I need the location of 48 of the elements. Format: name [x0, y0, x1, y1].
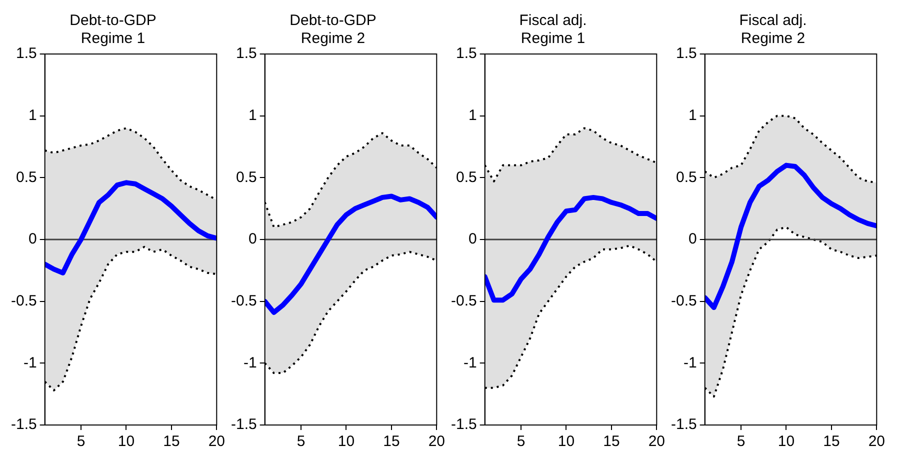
chart-title: Debt-to-GDP Regime 2	[290, 12, 376, 48]
y-tick-label: -1	[684, 354, 697, 372]
y-tick-label: -0.5	[10, 292, 37, 310]
y-tick-label: 0.5	[456, 168, 477, 186]
y-tick-label: 0.5	[16, 168, 37, 186]
y-tick-label: -0.5	[670, 292, 697, 310]
y-tick-label: 1	[688, 106, 697, 124]
x-tick-label: 20	[208, 433, 225, 450]
x-tick-label: 5	[516, 433, 526, 450]
y-tick-label: 1	[28, 106, 37, 124]
x-tick-label: 5	[296, 433, 306, 450]
y-tick-label: -0.5	[450, 292, 477, 310]
y-tick-label: 0.5	[236, 168, 257, 186]
y-tick-label: -0.5	[230, 292, 257, 310]
y-tick-label: 0	[468, 230, 477, 248]
y-tick-label: 1	[248, 106, 257, 124]
y-tick-label: -1	[24, 354, 37, 372]
x-tick-label: 5	[76, 433, 86, 450]
y-tick-label: 0	[28, 230, 37, 248]
y-tick-label: 0	[248, 230, 257, 248]
chart-title: Fiscal adj. Regime 1	[519, 12, 587, 48]
chart-title: Debt-to-GDP Regime 1	[70, 12, 156, 48]
x-tick-label: 20	[868, 433, 885, 450]
y-tick-label: 1.5	[16, 45, 37, 62]
y-tick-label: -1.5	[450, 416, 477, 434]
y-tick-label: 1.5	[676, 45, 697, 62]
x-tick-label: 15	[383, 433, 400, 450]
y-tick-label: -1.5	[10, 416, 37, 434]
y-tick-label: -1.5	[230, 416, 257, 434]
x-tick-label: 10	[558, 433, 575, 450]
x-tick-label: 15	[823, 433, 840, 450]
x-tick-label: 15	[163, 433, 180, 450]
x-tick-label: 5	[736, 433, 746, 450]
y-tick-label: 1.5	[456, 45, 477, 62]
x-tick-label: 10	[778, 433, 795, 450]
y-tick-label: -1	[244, 354, 257, 372]
y-tick-label: -1	[464, 354, 477, 372]
x-tick-label: 10	[118, 433, 135, 450]
y-tick-label: 1.5	[236, 45, 257, 62]
y-tick-label: 0.5	[676, 168, 697, 186]
x-tick-label: 10	[338, 433, 355, 450]
y-tick-label: -1.5	[670, 416, 697, 434]
chart-title: Fiscal adj. Regime 2	[739, 12, 807, 48]
x-tick-label: 20	[428, 433, 445, 450]
y-tick-label: 1	[468, 106, 477, 124]
y-tick-label: 0	[688, 230, 697, 248]
x-tick-label: 15	[603, 433, 620, 450]
x-tick-label: 20	[648, 433, 665, 450]
